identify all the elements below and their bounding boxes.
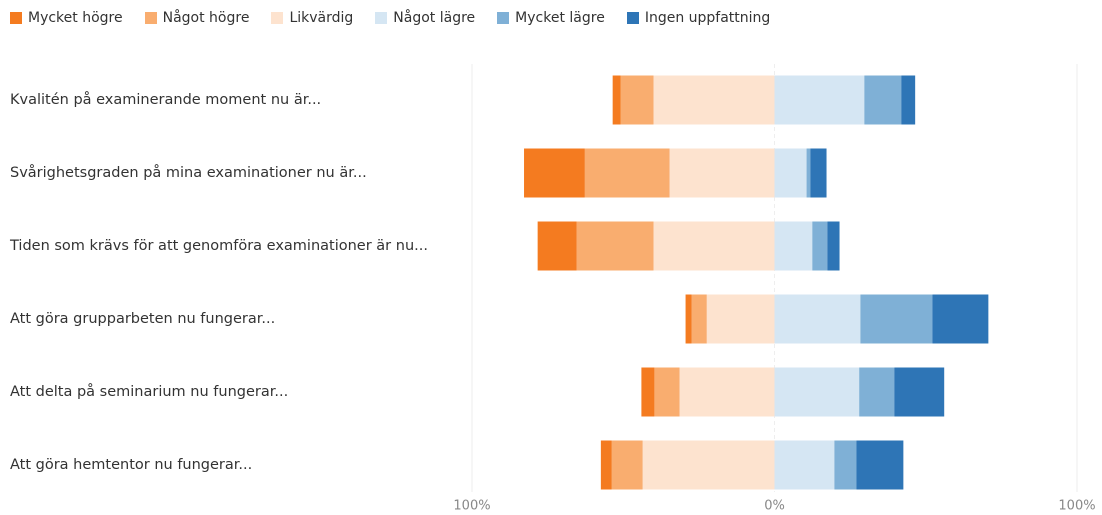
bar-segment bbox=[669, 148, 775, 198]
legend-swatch bbox=[375, 12, 388, 24]
x-tick-label: 100% bbox=[453, 499, 490, 514]
legend-swatch bbox=[144, 12, 157, 24]
legend-label: Något högre bbox=[162, 10, 250, 26]
legend-entry: Ingen uppfattning bbox=[626, 10, 771, 26]
x-tick-label: 0% bbox=[764, 499, 785, 514]
legend: Mycket högre Något högre Likvärdig Något lä… bbox=[10, 10, 770, 26]
bar-segment bbox=[774, 440, 835, 490]
legend-label: Ingen uppfattning bbox=[644, 10, 771, 26]
bar-segment bbox=[620, 75, 654, 125]
bar-segment bbox=[856, 440, 904, 490]
bar-segment bbox=[685, 294, 692, 344]
bar-segment bbox=[679, 367, 775, 417]
bar-segment bbox=[827, 221, 840, 271]
bar-segment bbox=[642, 440, 775, 490]
x-tick-label: 100% bbox=[1058, 499, 1095, 514]
bar-segment bbox=[611, 440, 643, 490]
legend-entry: Mycket högre bbox=[10, 10, 123, 26]
legend-swatch bbox=[626, 12, 639, 24]
legend-entry: Något lägre bbox=[375, 10, 475, 26]
category-label: Att delta på seminarium nu fungerar... bbox=[10, 384, 289, 400]
bar-segment bbox=[864, 75, 902, 125]
bar-segment bbox=[834, 440, 857, 490]
legend-swatch bbox=[10, 12, 22, 24]
category-label: Att göra hemtentor nu fungerar... bbox=[10, 457, 253, 473]
bar-segment bbox=[600, 440, 612, 490]
bar-segment bbox=[641, 367, 655, 417]
bar-segment bbox=[654, 367, 680, 417]
category-label: Tiden som krävs för att genomföra examin… bbox=[10, 238, 428, 254]
bar-segment bbox=[653, 221, 775, 271]
category-label: Kvalitén på examinerande moment nu är... bbox=[10, 92, 322, 108]
bar-segment bbox=[810, 148, 827, 198]
bar-segment bbox=[524, 148, 585, 198]
legend-entry: Mycket lägre bbox=[497, 10, 605, 26]
legend-entry: Likvärdig bbox=[271, 10, 353, 26]
bar-segment bbox=[901, 75, 916, 125]
category-label: Svårighetsgraden på mina examinationer n… bbox=[10, 165, 367, 181]
bar-segment bbox=[612, 75, 621, 125]
bar-segment bbox=[774, 148, 807, 198]
legend-label: Mycket lägre bbox=[515, 10, 605, 26]
bar-segment bbox=[806, 148, 811, 198]
bar-segment bbox=[706, 294, 775, 344]
bar-segment bbox=[537, 221, 577, 271]
category-label: Att göra grupparbeten nu fungerar... bbox=[10, 311, 276, 327]
legend-entry: Något högre bbox=[144, 10, 250, 26]
bar-segment bbox=[859, 367, 895, 417]
bar-segment bbox=[774, 75, 865, 125]
legend-swatch bbox=[497, 12, 510, 24]
legend-label: Något lägre bbox=[393, 10, 476, 26]
bar-segment bbox=[774, 294, 861, 344]
bar-segment bbox=[653, 75, 775, 125]
bar-segment bbox=[932, 294, 989, 344]
legend-swatch bbox=[271, 12, 284, 24]
bar-segment bbox=[774, 367, 860, 417]
legend-label: Mycket högre bbox=[28, 10, 123, 26]
legend-label: Likvärdig bbox=[289, 10, 354, 26]
bar-segment bbox=[894, 367, 945, 417]
bar-segment bbox=[812, 221, 828, 271]
bar-segment bbox=[774, 221, 813, 271]
bar-segment bbox=[584, 148, 670, 198]
bar-segment bbox=[691, 294, 707, 344]
bar-segment bbox=[860, 294, 933, 344]
bar-segment bbox=[576, 221, 654, 271]
